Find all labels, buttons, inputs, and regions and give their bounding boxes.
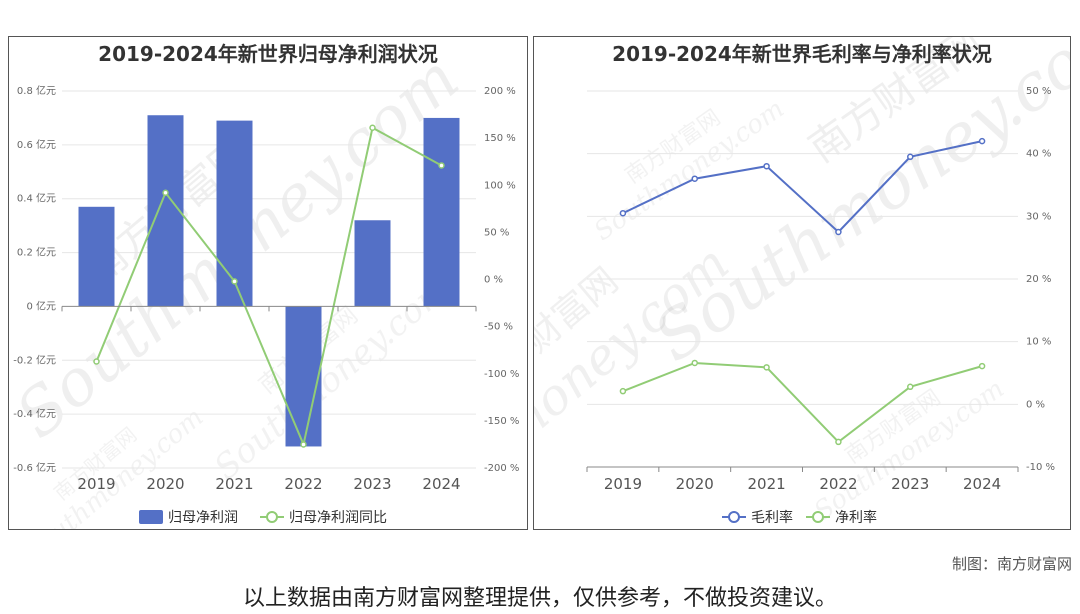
net-margin-point [978, 362, 986, 370]
chart-title: 2019-2024年新世界归母净利润状况 [98, 42, 438, 66]
y-tick-label: -150 % [484, 416, 519, 427]
net-margin-point [907, 383, 914, 391]
legend-label: 归母净利润同比 [289, 509, 387, 526]
yoy-point [231, 278, 238, 285]
net-margin-point [835, 438, 842, 446]
net-margin-line [622, 361, 983, 444]
x-tick-label: 2023 [353, 475, 391, 493]
x-tick-label: 2021 [747, 475, 785, 493]
x-tick-label: 2023 [891, 475, 929, 493]
bar [78, 206, 115, 307]
line-series [93, 124, 445, 448]
yoy-point [369, 124, 376, 132]
disclaimer-text: 以上数据由南方财富网整理提供，仅供参考，不做投资建议。 [242, 586, 837, 611]
y-tick-label: 100 % [484, 180, 516, 191]
net-margin-point [619, 387, 627, 395]
net-profit-chart: Southmoney.com 南方财富网 Southmoney.com 南方财富… [9, 42, 519, 529]
bar [423, 117, 460, 307]
y-tick-label: 0.8 亿元 [17, 84, 56, 97]
gross-margin-point [907, 153, 914, 161]
y-tick-label: -0.4 亿元 [13, 407, 56, 420]
yoy-point [162, 189, 169, 197]
y-tick-label: 0 % [484, 275, 503, 286]
x-tick-label: 2024 [422, 475, 460, 493]
y-tick-label: 0.6 亿元 [17, 138, 56, 151]
legend-label: 净利率 [835, 509, 877, 526]
gross-margin-point [691, 175, 698, 182]
watermark-brand-en: Southmoney.com [589, 94, 790, 247]
legend-label: 毛利率 [751, 509, 793, 526]
bar [216, 120, 253, 307]
x-axis: 2019 2020 2021 2022 2023 2024 [61, 305, 477, 493]
watermark: Southmoney.com 南方财富网 Southmoney.com 南方财富… [534, 37, 1071, 529]
y-tick-label: -0.6 亿元 [13, 461, 56, 474]
line-series [619, 137, 986, 446]
legend[interactable]: 毛利率 净利率 [722, 509, 877, 526]
y-tick-label: -0.2 亿元 [13, 353, 56, 366]
legend-item-net-margin[interactable]: 净利率 [806, 509, 877, 526]
legend-item-gross-margin[interactable]: 毛利率 [722, 509, 793, 526]
y-tick-label: 40 % [1026, 149, 1051, 160]
chart-panel-margins: 2019-2024年新世界毛利率与净利率状况 Southmoney.com 南方… [533, 36, 1071, 530]
margin-chart: Southmoney.com 南方财富网 Southmoney.com 南方财富… [534, 37, 1071, 529]
x-tick-label: 2024 [963, 475, 1001, 493]
legend-swatch-marker [728, 511, 740, 523]
gross-margin-point [763, 162, 770, 170]
y-tick-label: 150 % [484, 133, 516, 144]
grid-lines [62, 90, 476, 469]
y-tick-label: 0.4 亿元 [17, 192, 56, 205]
chart-credit: 制图：南方财富网 [951, 555, 1072, 573]
y-tick-label: 50 % [1026, 86, 1051, 97]
legend-swatch-marker [266, 511, 278, 523]
y-axis-right-ticks: 50 % 40 % 30 % 20 % 10 % 0 % -10 % [1026, 86, 1055, 473]
x-tick-label: 2022 [819, 475, 857, 493]
x-tick-label: 2020 [676, 475, 714, 493]
yoy-line [95, 126, 442, 448]
gross-margin-point [978, 137, 986, 145]
watermark-brand-en: Southmoney.com [640, 37, 1071, 377]
x-tick-label: 2019 [77, 475, 115, 493]
y-tick-label: 10 % [1026, 337, 1051, 348]
bar [285, 306, 322, 447]
chart-panel-net-profit: 2019-2024年新世界归母净利润状况 Southmoney.com 南方财富… [8, 36, 528, 530]
y-tick-label: -100 % [484, 369, 519, 380]
y-axis-left-ticks: 0.8 亿元 0.6 亿元 0.4 亿元 0.2 亿元 0 亿元 -0.2 亿元 -0.4 … [13, 84, 56, 474]
watermark-brand-en: Southmoney.com [809, 374, 1010, 527]
gross-margin-point [835, 228, 842, 236]
net-margin-point [763, 364, 770, 371]
legend-label: 归母净利润 [168, 509, 238, 526]
legend-swatch-bar [139, 510, 163, 524]
x-axis: 2019 2020 2021 2022 2023 2024 [586, 466, 1019, 493]
x-tick-label: 2020 [146, 475, 184, 493]
legend-item-yoy[interactable]: 归母净利润同比 [260, 509, 387, 526]
y-tick-label: 0.2 亿元 [17, 246, 56, 259]
y-tick-label: 0 % [1026, 399, 1045, 410]
y-tick-label: -200 % [484, 463, 519, 474]
x-tick-label: 2021 [215, 475, 253, 493]
yoy-point [93, 358, 100, 365]
gross-margin-line [622, 140, 983, 234]
y-axis-right-ticks: 200 % 150 % 100 % 50 % 0 % -50 % -100 % -150 % -… [484, 86, 519, 474]
y-tick-label: 0 亿元 [26, 299, 56, 312]
yoy-point [300, 441, 307, 448]
x-tick-label: 2022 [284, 475, 322, 493]
legend-item-net-profit[interactable]: 归母净利润 [139, 509, 238, 526]
y-tick-label: 200 % [484, 86, 516, 97]
bar [147, 115, 184, 307]
y-tick-label: 30 % [1026, 211, 1051, 222]
legend[interactable]: 归母净利润 归母净利润同比 [139, 509, 387, 526]
x-tick-label: 2019 [604, 475, 642, 493]
y-tick-label: -50 % [484, 322, 513, 333]
y-tick-label: 20 % [1026, 274, 1051, 285]
net-margin-point [691, 359, 698, 367]
y-tick-label: -10 % [1026, 462, 1055, 473]
yoy-point [438, 162, 445, 169]
bar [354, 220, 391, 307]
gross-margin-point [619, 209, 627, 217]
bar-series [78, 115, 460, 447]
legend-swatch-marker [812, 511, 824, 523]
chart-title: 2019-2024年新世界毛利率与净利率状况 [612, 42, 992, 66]
y-tick-label: 50 % [484, 227, 509, 238]
